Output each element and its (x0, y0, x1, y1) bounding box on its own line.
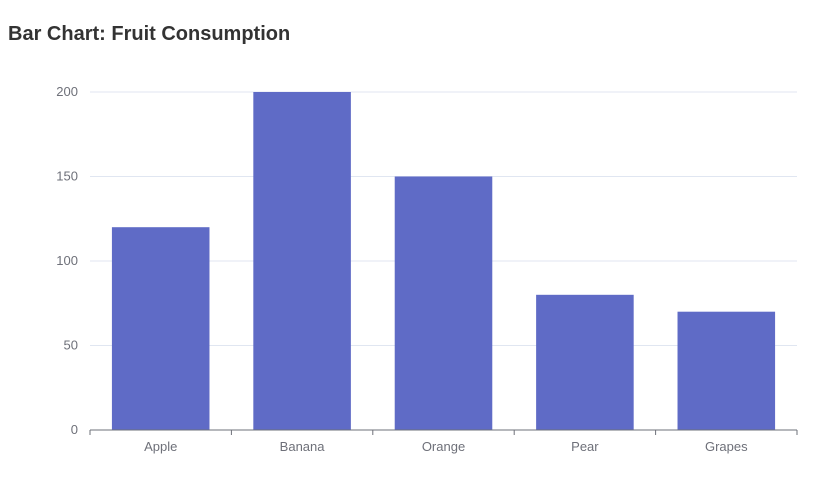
y-axis-labels: 0 50 100 150 200 (56, 84, 78, 437)
bar-pear (536, 294, 634, 430)
chart-title: Bar Chart: Fruit Consumption (8, 23, 291, 45)
y-tick-label: 50 (64, 338, 78, 353)
x-tick-label: Pear (571, 439, 599, 454)
x-tick-label: Grapes (705, 439, 748, 454)
bar-apple (111, 227, 210, 430)
x-axis (89, 429, 798, 435)
bar-orange (394, 176, 493, 430)
bar-grapes (677, 311, 776, 430)
y-tick-label: 150 (56, 169, 78, 184)
x-tick-label: Banana (280, 439, 326, 454)
x-tick-label: Orange (422, 439, 465, 454)
x-tick-label: Apple (144, 439, 177, 454)
bar-banana (253, 92, 351, 430)
y-tick-label: 200 (56, 84, 78, 99)
y-tick-label: 100 (56, 253, 78, 268)
x-axis-labels: Apple Banana Orange Pear Grapes (144, 439, 748, 454)
bars (111, 92, 776, 430)
y-tick-label: 0 (71, 422, 78, 437)
